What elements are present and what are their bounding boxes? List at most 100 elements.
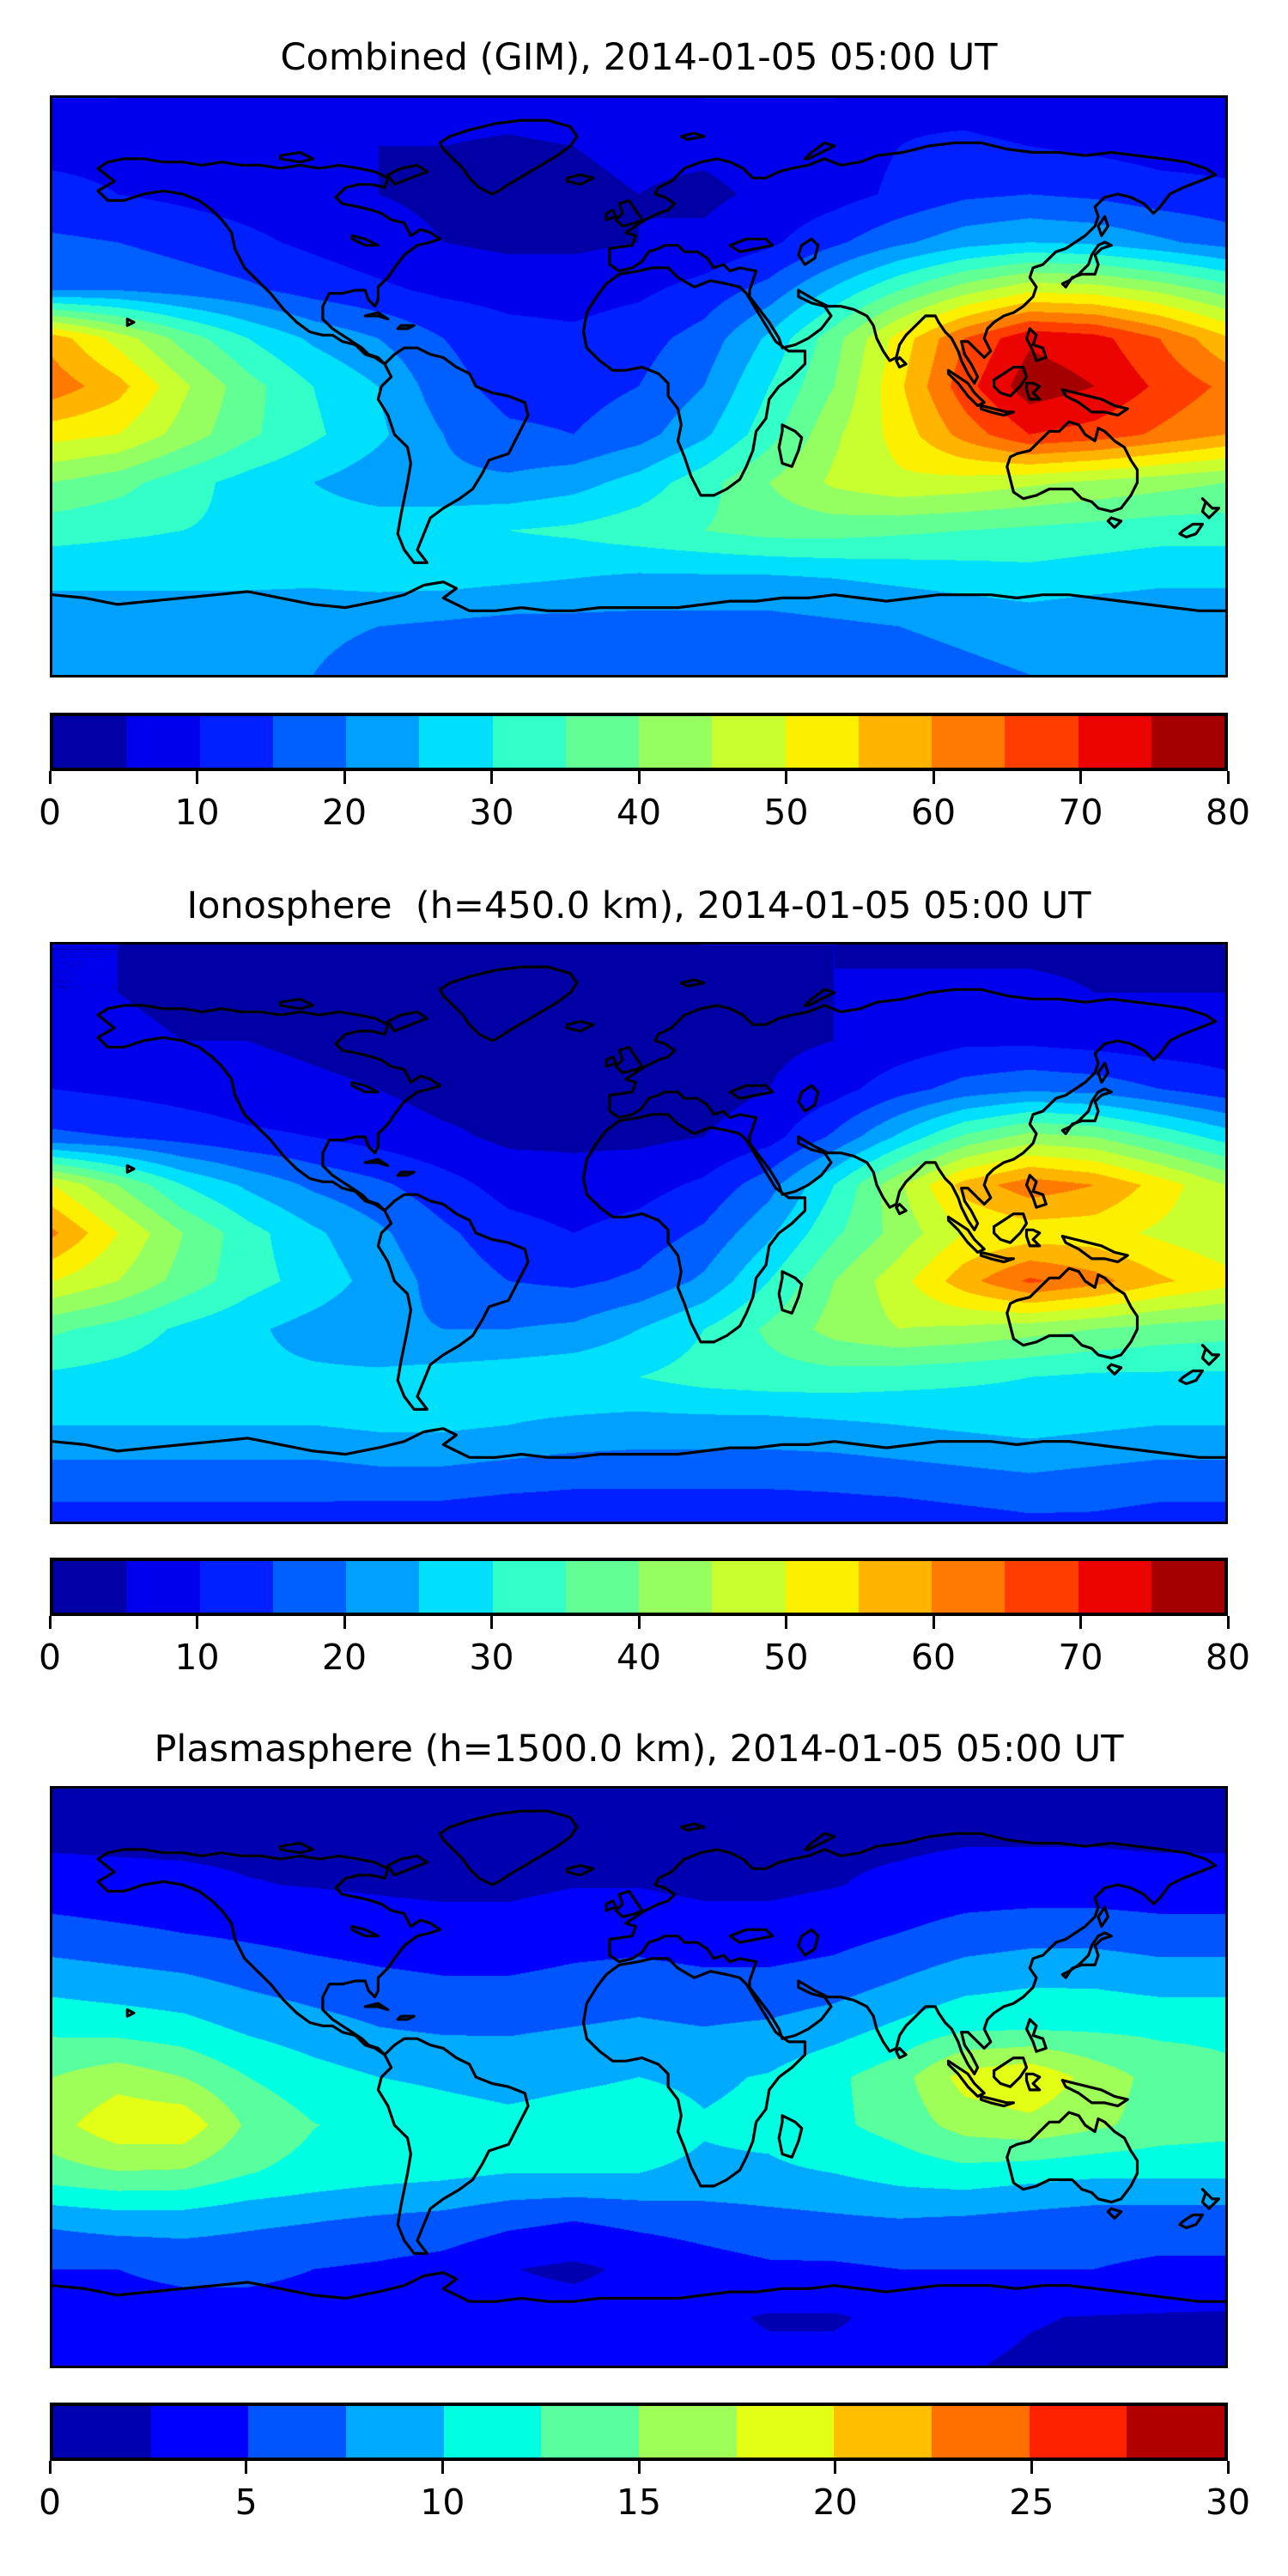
coastline-path bbox=[614, 198, 644, 228]
colorbar-tick bbox=[785, 1616, 787, 1629]
coastline-layer bbox=[52, 965, 1225, 1459]
colorbar-segment bbox=[150, 2406, 249, 2458]
colorbar-segment bbox=[785, 1561, 859, 1613]
coastline-path bbox=[608, 987, 1218, 1231]
colorbar-tick-label: 5 bbox=[234, 2482, 258, 2523]
colorbar-tick bbox=[834, 2461, 837, 2474]
colorbar-tick bbox=[245, 2461, 248, 2474]
colorbar-tick bbox=[1226, 1616, 1230, 1629]
coastline-path bbox=[396, 1170, 416, 1177]
coastline-path bbox=[1005, 2111, 1139, 2204]
colorbar-segment bbox=[272, 1561, 346, 1613]
colorbar-tick-label: 25 bbox=[1009, 2482, 1054, 2523]
colorbar-tick bbox=[637, 1616, 641, 1629]
coastline-path bbox=[777, 1270, 804, 1315]
coastline-path bbox=[946, 1215, 986, 1254]
colorbar-segment bbox=[272, 716, 346, 768]
coastline-path bbox=[438, 965, 579, 1042]
coastline-path bbox=[1097, 215, 1110, 238]
colorbar-segments bbox=[53, 716, 1224, 768]
coastline-path bbox=[438, 118, 579, 196]
coastline-path bbox=[581, 1957, 807, 2188]
colorbar-segment bbox=[541, 2406, 640, 2458]
coastline-path bbox=[1178, 2213, 1205, 2230]
colorbar-segment bbox=[53, 2406, 151, 2458]
coastline-path bbox=[803, 141, 836, 161]
panel-title: Combined (GIM), 2014-01-05 05:00 UT bbox=[280, 36, 998, 79]
coastline-path bbox=[96, 1004, 442, 1212]
coastline-path bbox=[376, 1193, 530, 1411]
colorbar-segment bbox=[1078, 716, 1151, 768]
colorbar-segment bbox=[419, 1561, 493, 1613]
colorbar-segment bbox=[639, 2406, 737, 2458]
colorbar-segment bbox=[126, 716, 200, 768]
coastline-path bbox=[52, 2271, 1225, 2303]
colorbar-tick-label: 0 bbox=[38, 2482, 62, 2523]
colorbar-tick bbox=[1226, 771, 1230, 784]
coastline-path bbox=[946, 2059, 986, 2098]
coastline-path bbox=[386, 163, 428, 186]
colorbar-tick-label: 30 bbox=[469, 1637, 514, 1678]
colorbar-tick-label: 70 bbox=[1058, 792, 1103, 833]
coastline-path bbox=[1024, 1228, 1042, 1248]
colorbar-segment bbox=[346, 2406, 444, 2458]
coastline-path bbox=[605, 1899, 618, 1912]
map-frame bbox=[50, 1786, 1228, 2368]
coastline-path bbox=[679, 978, 706, 988]
coastline-path bbox=[376, 346, 530, 564]
colorbar-segment bbox=[565, 716, 639, 768]
colorbar-tick bbox=[48, 771, 52, 784]
coastline-path bbox=[363, 311, 390, 321]
colorbar-segment bbox=[53, 1561, 127, 1613]
colorbar-tick bbox=[440, 2461, 444, 2474]
colorbar-tick bbox=[1079, 1616, 1082, 1629]
colorbar-segment bbox=[834, 2406, 933, 2458]
coastline-path bbox=[396, 2014, 416, 2021]
coastline-path bbox=[279, 997, 315, 1011]
colorbar-segment bbox=[248, 2406, 347, 2458]
colorbar-segment bbox=[53, 716, 127, 768]
coastline-path bbox=[125, 1164, 136, 1174]
coastline-path bbox=[797, 1928, 820, 1957]
colorbar-segment bbox=[1029, 2406, 1127, 2458]
coastline-path bbox=[614, 1889, 644, 1918]
coastline-path bbox=[1060, 240, 1113, 289]
colorbar-tick bbox=[490, 771, 493, 784]
colorbar-segment bbox=[492, 716, 566, 768]
colorbar-tick bbox=[1226, 2461, 1230, 2474]
coastline-path bbox=[728, 1084, 775, 1100]
colorbar-tick-label: 20 bbox=[321, 1637, 368, 1678]
colorbar bbox=[50, 2403, 1228, 2461]
coastline-path bbox=[728, 1928, 775, 1944]
colorbar-tick-label: 20 bbox=[812, 2482, 858, 2523]
coastline-path bbox=[1060, 1235, 1129, 1264]
colorbar-segment bbox=[639, 1561, 713, 1613]
coastline-path bbox=[679, 131, 706, 142]
coastline-path bbox=[581, 266, 807, 497]
colorbar-tick bbox=[196, 1616, 198, 1629]
coastline-path bbox=[350, 234, 380, 247]
coastline-path bbox=[1097, 1905, 1110, 1929]
coastline-path bbox=[1060, 1087, 1113, 1135]
colorbar-segment bbox=[1151, 716, 1224, 768]
colorbar-tick-label: 40 bbox=[616, 1637, 662, 1678]
coastline-path bbox=[777, 423, 804, 468]
coastline-path bbox=[605, 1055, 618, 1068]
coastline-path bbox=[125, 318, 136, 327]
colorbar-tick bbox=[1030, 2461, 1033, 2474]
contour-map-canvas bbox=[52, 945, 1225, 1522]
coastline-path bbox=[350, 1080, 380, 1094]
coastline-path bbox=[605, 209, 618, 222]
colorbar-tick-label: 10 bbox=[174, 1637, 220, 1678]
contour-map-canvas bbox=[52, 98, 1225, 675]
coastline-path bbox=[96, 157, 442, 366]
colorbar-segment bbox=[932, 716, 1005, 768]
panel-title: Ionosphere (h=450.0 km), 2014-01-05 05:0… bbox=[186, 884, 1091, 927]
coastline-path bbox=[979, 2094, 1016, 2108]
coastline-path bbox=[363, 1157, 390, 1168]
colorbar-segment bbox=[712, 1561, 786, 1613]
colorbar-segment bbox=[1005, 716, 1078, 768]
coastline-path bbox=[386, 1010, 428, 1033]
coastline-path bbox=[565, 173, 595, 186]
